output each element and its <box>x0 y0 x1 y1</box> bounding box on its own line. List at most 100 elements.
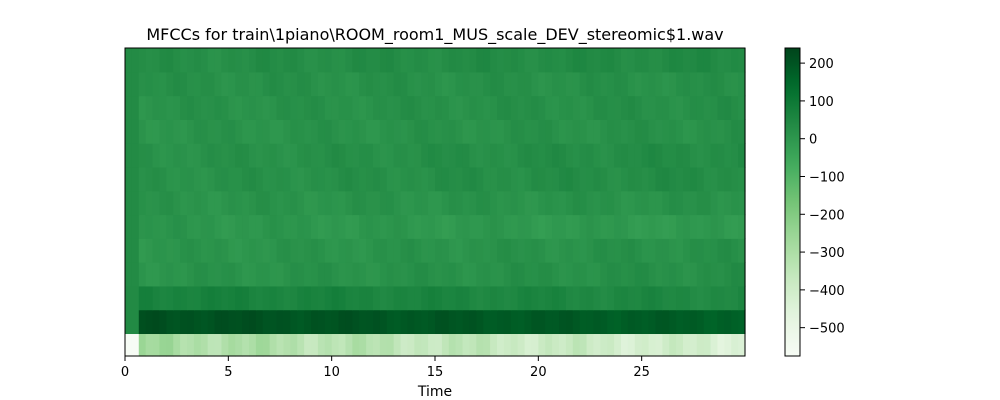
heatmap-cell <box>435 238 443 263</box>
heatmap-cell <box>386 190 395 216</box>
heatmap-cell <box>193 48 202 73</box>
heatmap-cell <box>221 95 229 120</box>
heatmap-cell <box>559 71 567 97</box>
heatmap-cell <box>297 95 305 120</box>
heatmap-cell <box>352 214 360 239</box>
heatmap-cell <box>717 143 725 168</box>
heatmap-cell <box>662 238 670 263</box>
heatmap-cell <box>366 238 374 263</box>
heatmap-cell <box>724 166 732 192</box>
heatmap-cell <box>255 190 264 216</box>
heatmap-cell <box>490 119 498 144</box>
heatmap-cell <box>731 119 739 144</box>
heatmap-cell <box>269 190 278 216</box>
heatmap-cell <box>366 95 374 120</box>
heatmap-cell <box>393 214 402 239</box>
heatmap-cell <box>131 309 140 335</box>
heatmap-cell <box>476 238 484 263</box>
heatmap-cell <box>311 238 319 263</box>
heatmap-cell <box>614 143 622 168</box>
heatmap-cell <box>235 119 243 144</box>
heatmap-cell <box>393 166 402 192</box>
heatmap-cell <box>621 119 629 144</box>
heatmap-cell <box>200 262 209 287</box>
heatmap-cell <box>524 95 533 120</box>
heatmap-cell <box>180 238 188 263</box>
heatmap-cell <box>669 190 677 216</box>
heatmap-cell <box>614 285 622 311</box>
heatmap-cell <box>517 285 526 311</box>
heatmap-cell <box>180 214 188 239</box>
heatmap-cell <box>400 143 409 168</box>
heatmap-cell <box>641 48 650 73</box>
heatmap-cell <box>634 214 643 239</box>
heatmap-cell <box>455 166 464 192</box>
heatmap-cell <box>641 238 650 263</box>
heatmap-cell <box>138 95 147 120</box>
heatmap-cell <box>386 262 395 287</box>
heatmap-cell <box>221 190 229 216</box>
heatmap-cell <box>559 285 567 311</box>
heatmap-cell <box>607 309 615 335</box>
colorbar <box>784 47 801 357</box>
heatmap-cell <box>255 214 264 239</box>
heatmap-cell <box>428 119 436 144</box>
heatmap-cell <box>455 214 464 239</box>
heatmap-cell <box>187 262 195 287</box>
heatmap-cell <box>634 119 643 144</box>
heatmap-cell <box>297 214 305 239</box>
heatmap-cell <box>724 238 732 263</box>
heatmap-cell <box>276 333 285 357</box>
heatmap-cell <box>621 238 629 263</box>
heatmap-cell <box>262 95 271 120</box>
heatmap-cell <box>510 48 519 73</box>
heatmap-cell <box>448 190 457 216</box>
heatmap-cell <box>600 143 608 168</box>
heatmap-cell <box>559 309 567 335</box>
heatmap-cell <box>145 214 154 239</box>
heatmap-cell <box>379 48 388 73</box>
heatmap-cell <box>242 71 250 97</box>
heatmap-cell <box>524 48 533 73</box>
x-axis-label: Time <box>417 384 452 400</box>
heatmap-cell <box>235 190 243 216</box>
heatmap-cell <box>249 166 257 192</box>
heatmap-cell <box>490 309 498 335</box>
heatmap-cell <box>662 71 670 97</box>
heatmap-cell <box>559 190 567 216</box>
heatmap-cell <box>627 71 636 97</box>
heatmap-cell <box>373 166 381 192</box>
heatmap-cell <box>345 309 353 335</box>
heatmap-cell <box>297 238 305 263</box>
heatmap-cell <box>249 285 257 311</box>
heatmap-cell <box>249 190 257 216</box>
heatmap-cell <box>607 95 615 120</box>
heatmap-cell <box>731 333 739 357</box>
heatmap-cell <box>159 119 167 144</box>
heatmap-cell <box>565 214 574 239</box>
heatmap-cell <box>517 214 526 239</box>
heatmap-cell <box>324 214 333 239</box>
heatmap-cell <box>311 166 319 192</box>
heatmap-cell <box>379 166 388 192</box>
heatmap-cell <box>448 166 457 192</box>
heatmap-cell <box>145 143 154 168</box>
heatmap-cell <box>359 48 367 73</box>
heatmap-cell <box>552 238 560 263</box>
heatmap-cell <box>338 214 347 239</box>
heatmap-cell <box>297 119 305 144</box>
heatmap-cell <box>703 190 712 216</box>
heatmap-cell <box>462 309 471 335</box>
heatmap-cell <box>572 95 581 120</box>
heatmap-cell <box>696 190 705 216</box>
heatmap-cell <box>738 190 746 216</box>
heatmap-cell <box>572 238 581 263</box>
heatmap-cell <box>579 238 588 263</box>
heatmap-cell <box>731 166 739 192</box>
heatmap-cell <box>366 143 374 168</box>
heatmap-cell <box>414 333 422 357</box>
heatmap-cell <box>359 262 367 287</box>
heatmap-cell <box>572 119 581 144</box>
heatmap-cell <box>441 309 450 335</box>
heatmap-cell <box>386 71 395 97</box>
